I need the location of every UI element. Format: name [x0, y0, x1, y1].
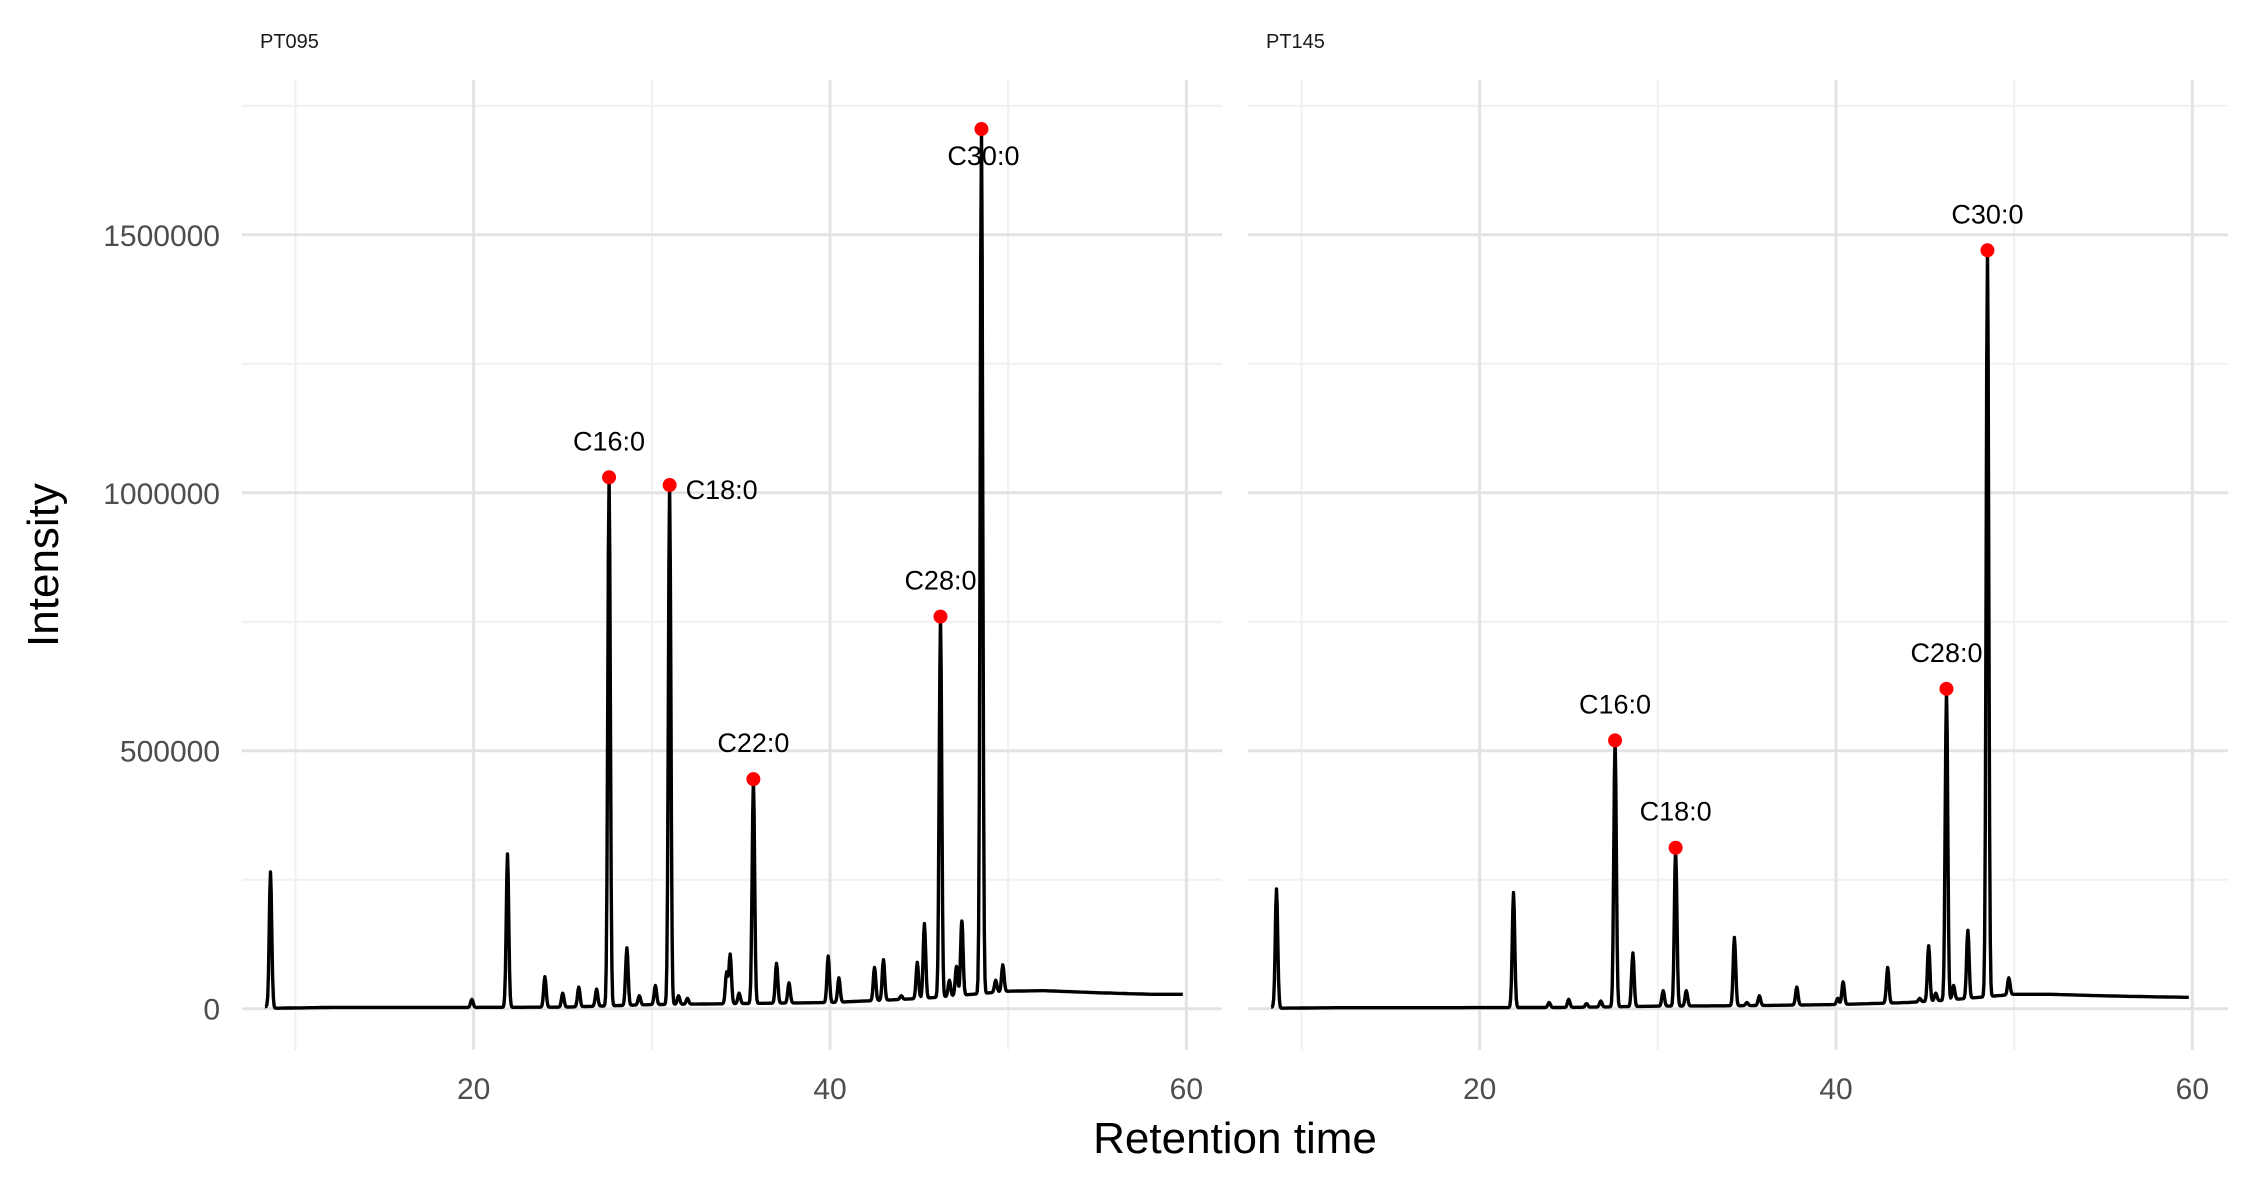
peak-marker [1980, 243, 1995, 258]
peak-label: C22:0 [717, 728, 789, 758]
peak-marker [1939, 681, 1954, 696]
peak-label: C30:0 [947, 141, 1019, 171]
x-tick-label: 40 [813, 1073, 846, 1106]
x-axis-title: Retention time [1093, 1114, 1377, 1163]
peak-marker [746, 772, 761, 787]
y-tick-label: 500000 [120, 736, 220, 769]
x-tick-label: 60 [1170, 1073, 1203, 1106]
panel-pt095: PT095 20 40 60 C16:0 C18:0 C22:0 C28:0 C30:0 [242, 31, 1222, 1106]
y-axis-title: Intensity [19, 483, 68, 647]
y-tick-label: 1000000 [103, 478, 220, 511]
panel-pt145: PT145 20 40 60 C16:0 C18:0 C28:0 C30:0 [1248, 31, 2228, 1106]
peak-label: C30:0 [1951, 199, 2023, 229]
peak-marker [1668, 840, 1683, 855]
peak-marker [602, 470, 617, 485]
y-tick-label: 0 [203, 994, 220, 1027]
peak-label: C16:0 [1579, 689, 1651, 719]
y-tick-label: 1500000 [103, 220, 220, 253]
peak-label: C28:0 [904, 566, 976, 596]
x-tick-label: 20 [1463, 1073, 1496, 1106]
panel-title: PT145 [1266, 31, 1325, 53]
peak-marker [1608, 733, 1623, 748]
peak-label: C18:0 [686, 475, 758, 505]
chromatogram-trace [263, 127, 1183, 1010]
peak-label: C16:0 [573, 426, 645, 456]
peak-label: C28:0 [1910, 638, 1982, 668]
x-tick-label: 40 [1819, 1073, 1852, 1106]
chromatogram-trace [1269, 248, 2189, 1010]
peak-marker [974, 122, 989, 137]
x-tick-label: 60 [2176, 1073, 2209, 1106]
peak-marker [933, 609, 948, 624]
peak-marker [662, 478, 677, 493]
x-tick-label: 20 [457, 1073, 490, 1106]
panel-title: PT095 [260, 31, 319, 53]
peak-label: C18:0 [1640, 797, 1712, 827]
